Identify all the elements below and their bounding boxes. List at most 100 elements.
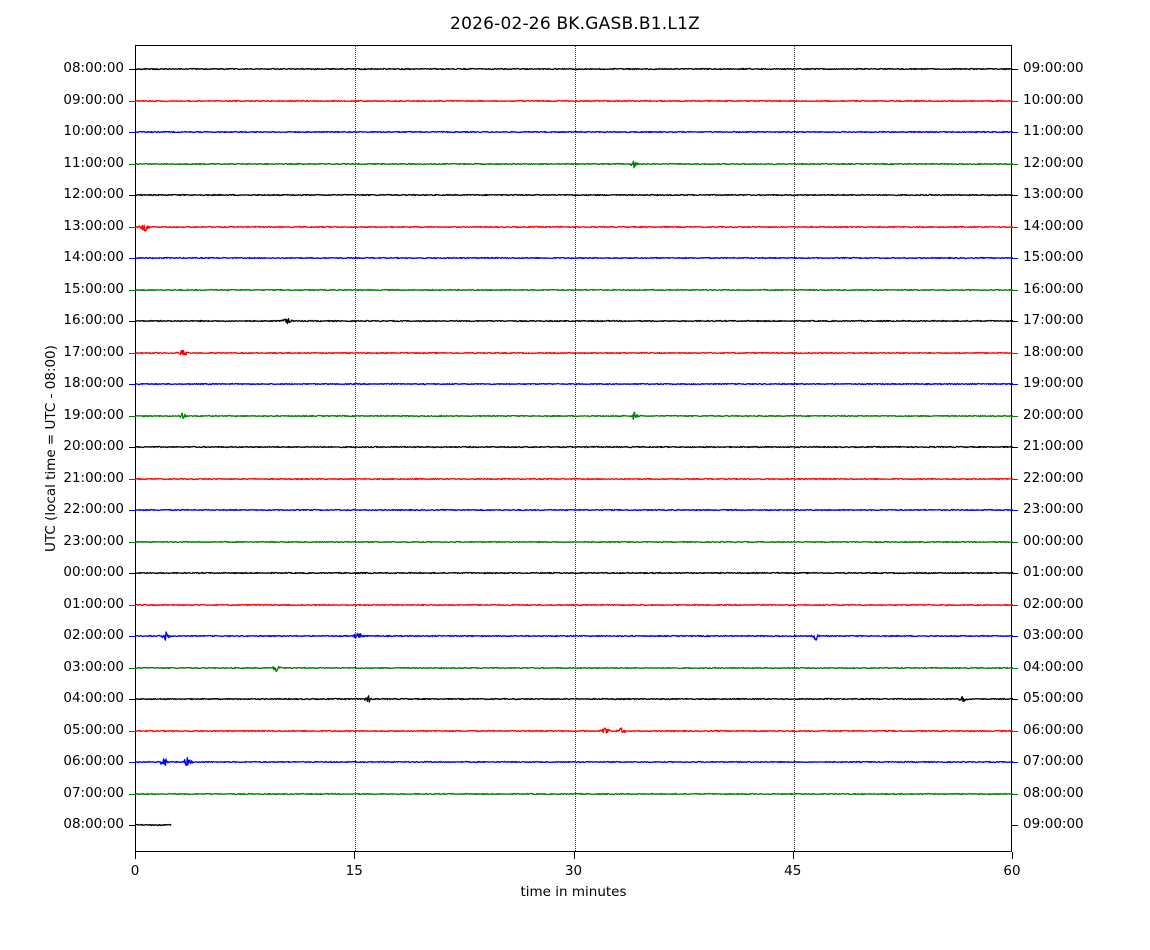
page-title: 2026-02-26 BK.GASB.B1.L1Z (450, 14, 700, 34)
x-axis-tick (135, 852, 136, 859)
trace-waveform (135, 726, 1014, 733)
y-axis-tick-right (1011, 384, 1018, 385)
y-axis-right-label: 00:00:00 (1023, 532, 1084, 549)
y-axis-right-label: 17:00:00 (1023, 312, 1084, 328)
y-axis-tick-right (1011, 730, 1018, 732)
y-axis-tick-left (129, 793, 136, 795)
x-axis-label: 15 (345, 863, 363, 879)
x-axis-label: 45 (784, 863, 802, 879)
y-axis-left-label: 11:00:00 (63, 154, 124, 171)
y-axis-tick-right (1011, 195, 1018, 196)
y-axis-right-label: 11:00:00 (1023, 123, 1084, 139)
y-axis-right-label: 05:00:00 (1023, 690, 1084, 706)
y-axis-tick-left (129, 825, 136, 826)
trace-waveform (135, 571, 1014, 575)
y-axis-tick-right (1011, 793, 1018, 795)
y-axis-tick-right (1011, 478, 1018, 480)
y-axis-right-label: 14:00:00 (1023, 217, 1084, 234)
y-axis-tick-right (1011, 69, 1018, 70)
y-axis-right-label: 15:00:00 (1023, 249, 1084, 265)
y-axis-right-label: 20:00:00 (1023, 406, 1084, 423)
y-axis-tick-left (129, 195, 136, 196)
y-axis-left-label: 04:00:00 (63, 690, 124, 706)
y-axis-tick-left (129, 478, 136, 480)
y-axis-tick-right (1011, 699, 1018, 700)
trace-waveform (135, 665, 1014, 672)
y-axis-left-label: 03:00:00 (63, 658, 124, 675)
y-axis-tick-right (1011, 541, 1018, 543)
y-axis-tick-right (1011, 163, 1018, 165)
y-axis-tick-right (1011, 226, 1018, 228)
trace-waveform (135, 256, 1014, 260)
y-axis-tick-left (129, 447, 136, 448)
y-axis-tick-left (129, 289, 136, 291)
y-axis-left-label: 08:00:00 (63, 816, 124, 832)
y-axis-tick-left (129, 384, 136, 385)
y-axis-left-label: 19:00:00 (63, 406, 124, 423)
plot-area (129, 45, 1018, 852)
y-axis-tick-left (129, 573, 136, 574)
y-axis-left-label: 09:00:00 (63, 91, 124, 108)
y-axis-right-label: 09:00:00 (1023, 60, 1084, 76)
trace-waveform (135, 67, 1014, 71)
x-axis-label: 30 (564, 863, 583, 879)
y-axis-title: UTC (local time = UTC - 08:00) (43, 345, 59, 552)
y-axis-right-label: 23:00:00 (1023, 501, 1084, 517)
y-axis-tick-right (1011, 667, 1018, 669)
y-axis-left-label: 01:00:00 (63, 595, 124, 612)
y-axis-tick-left (129, 667, 136, 669)
y-axis-tick-left (129, 541, 136, 543)
y-axis-tick-left (129, 226, 136, 228)
y-axis-right-label: 19:00:00 (1023, 375, 1084, 391)
y-axis-left-label: 06:00:00 (63, 753, 124, 769)
y-axis-right-label: 08:00:00 (1023, 784, 1084, 801)
y-axis-tick-right (1011, 132, 1018, 133)
trace-waveform (135, 193, 1014, 197)
y-axis-tick-right (1011, 352, 1018, 354)
y-axis-tick-left (129, 762, 136, 763)
y-axis-right-label: 22:00:00 (1023, 469, 1084, 486)
y-axis-right-label: 16:00:00 (1023, 280, 1084, 297)
y-axis-tick-left (129, 699, 136, 700)
x-axis-tick (354, 852, 356, 859)
y-axis-right-label: 18:00:00 (1023, 343, 1084, 360)
y-axis-tick-left (129, 510, 136, 511)
y-axis-tick-right (1011, 636, 1018, 637)
trace-waveform (135, 445, 1014, 449)
y-axis-left-label: 20:00:00 (63, 438, 124, 454)
gridline-vertical (574, 46, 576, 851)
y-axis-right-label: 12:00:00 (1023, 154, 1084, 171)
plot-inner (129, 46, 1018, 851)
x-axis-label: 0 (130, 863, 140, 879)
y-axis-tick-right (1011, 604, 1018, 606)
y-axis-tick-left (129, 321, 136, 322)
y-axis-left-label: 23:00:00 (63, 532, 124, 549)
y-axis-right-label: 01:00:00 (1023, 564, 1084, 580)
y-axis-left-label: 08:00:00 (63, 60, 124, 76)
trace-waveform (135, 349, 1014, 355)
y-axis-right-label: 21:00:00 (1023, 438, 1084, 454)
y-axis-tick-right (1011, 573, 1018, 574)
trace-waveform (135, 792, 1014, 795)
y-axis-left-label: 12:00:00 (63, 186, 124, 202)
y-axis-tick-left (129, 636, 136, 637)
trace-waveform (135, 411, 1014, 420)
y-axis-left-label: 13:00:00 (63, 217, 124, 234)
y-axis-tick-left (129, 730, 136, 732)
y-axis-tick-right (1011, 510, 1018, 511)
y-axis-right-label: 02:00:00 (1023, 595, 1084, 612)
y-axis-tick-left (129, 100, 136, 102)
x-axis-title: time in minutes (520, 884, 627, 900)
y-axis-left-label: 15:00:00 (63, 280, 124, 297)
y-axis-tick-left (129, 604, 136, 606)
trace-waveform (135, 99, 1014, 102)
trace-waveform (135, 288, 1014, 291)
y-axis-left-label: 07:00:00 (63, 784, 124, 801)
y-axis-tick-left (129, 415, 136, 417)
trace-waveform (135, 224, 1014, 232)
y-axis-tick-right (1011, 258, 1018, 259)
y-axis-right-label: 04:00:00 (1023, 658, 1084, 675)
x-axis-tick (792, 852, 794, 859)
y-axis-right-label: 03:00:00 (1023, 627, 1084, 643)
